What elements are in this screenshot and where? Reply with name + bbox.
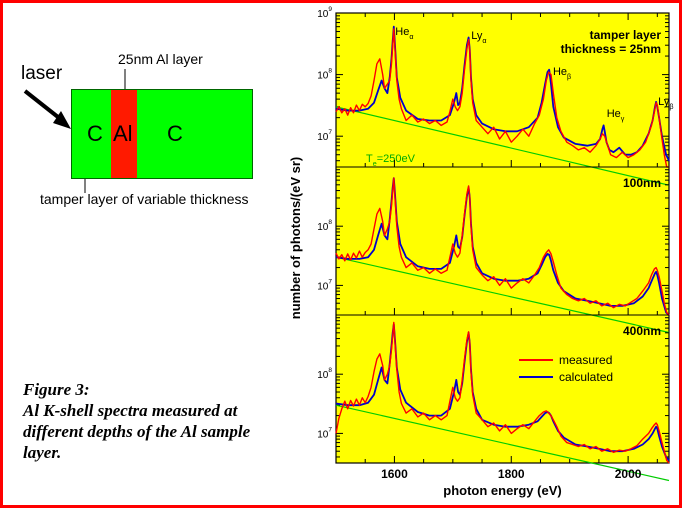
caption-line-3: different depths of the Al sample <box>23 422 251 441</box>
line-annotation: Lyβ <box>658 96 673 111</box>
series-measured-line <box>335 321 670 464</box>
carbon-block-left <box>71 89 112 179</box>
al-layer-label: 25nm Al layer <box>118 51 203 67</box>
y-tick-label: 108 <box>317 219 332 233</box>
x-tick-label: 2000 <box>615 467 642 481</box>
caption-line-2: Al K-shell spectra measured at <box>23 401 238 420</box>
y-tick-label: 107 <box>317 129 332 143</box>
laser-arrow <box>23 89 65 123</box>
y-tick-label: 108 <box>317 68 332 82</box>
y-axis-label: number of photons/(eV sr) <box>288 157 303 320</box>
carbon-label-left: C <box>87 121 103 146</box>
continuum-line <box>335 404 670 482</box>
aluminum-label: Al <box>113 121 133 146</box>
legend-label-measured: measured <box>559 353 612 367</box>
continuum-line <box>335 256 670 334</box>
y-tick-label: 107 <box>317 278 332 292</box>
panel-label: 400nm <box>623 324 661 338</box>
y-tick-label: 108 <box>317 367 332 381</box>
panel-label: tamper layer <box>590 28 662 42</box>
temperature-label: Te=250eV <box>366 153 416 168</box>
carbon-block-right <box>137 89 253 179</box>
line-annotation: Heβ <box>553 66 571 81</box>
carbon-label-right: C <box>167 121 183 146</box>
tamper-label: tamper layer of variable thickness <box>40 191 249 207</box>
target-diagram: laser 25nm Al layer C Al C tamper layer … <box>3 3 293 223</box>
caption-line-1: Figure 3: <box>23 380 90 399</box>
caption-line-4: layer. <box>23 443 62 462</box>
y-tick-label: 109 <box>317 6 332 20</box>
series-measured-line <box>335 177 670 316</box>
legend-label-calculated: calculated <box>559 370 613 384</box>
series-measured-line <box>335 28 669 168</box>
continuum-line <box>335 106 670 186</box>
laser-arrowhead <box>53 111 71 129</box>
x-tick-label: 1800 <box>498 467 525 481</box>
plot-background <box>335 12 670 464</box>
line-annotation: Heα <box>395 26 413 41</box>
figure-caption: Figure 3: Al K-shell spectra measured at… <box>23 379 303 463</box>
panel-label: thickness = 25nm <box>561 42 661 56</box>
x-axis-label: photon energy (eV) <box>443 483 561 498</box>
line-annotation: Heγ <box>607 108 625 123</box>
line-annotation: Lyα <box>471 30 486 45</box>
x-tick-label: 1600 <box>381 467 408 481</box>
aluminum-block <box>111 89 137 179</box>
laser-label: laser <box>21 63 63 84</box>
panel-label: 100nm <box>623 176 661 190</box>
y-tick-label: 107 <box>317 426 332 440</box>
